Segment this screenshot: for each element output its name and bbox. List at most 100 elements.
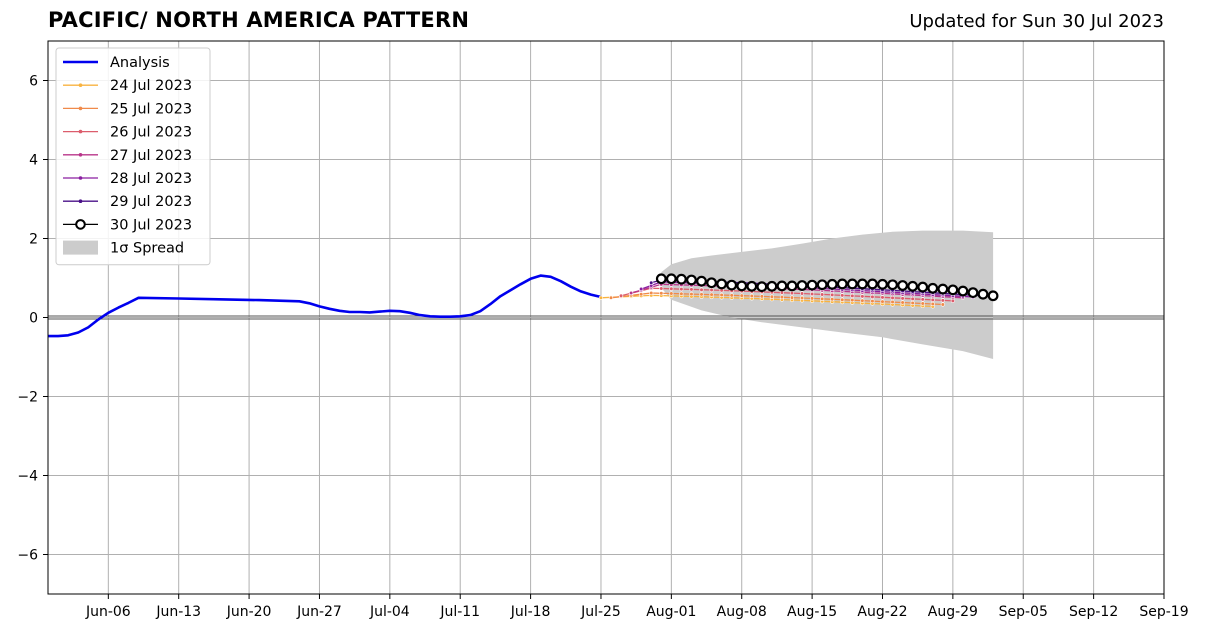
series-point <box>820 292 825 297</box>
zero-line <box>48 315 1164 320</box>
series-point <box>836 278 848 290</box>
series-point <box>860 294 865 299</box>
y-axis: −6 −4 −2 0 2 4 6 <box>17 74 48 564</box>
series-point <box>699 287 704 292</box>
series-line <box>600 294 933 308</box>
series-point <box>759 294 764 299</box>
series-point <box>810 291 815 297</box>
y-tick-label: −6 <box>17 548 38 564</box>
series-point <box>779 295 785 300</box>
series-point <box>850 298 855 303</box>
series-point <box>709 287 714 293</box>
series-point <box>756 281 768 293</box>
series-point <box>890 299 895 305</box>
series-point <box>655 273 667 285</box>
series-point <box>840 293 845 298</box>
series-point <box>776 280 788 292</box>
series-point <box>930 297 935 302</box>
series-point <box>679 286 684 292</box>
series-point <box>766 280 778 292</box>
series-lines <box>48 273 999 338</box>
series-point <box>799 291 805 296</box>
series-point <box>947 284 959 296</box>
series-point <box>786 280 798 292</box>
series-point <box>957 285 969 297</box>
series-point <box>867 278 878 290</box>
series-point <box>709 292 714 297</box>
chart-subtitle: Updated for Sun 30 Jul 2023 <box>909 11 1164 32</box>
series-point <box>907 280 919 292</box>
series-point <box>840 297 845 302</box>
series-point <box>649 290 654 296</box>
series-point <box>856 278 868 290</box>
series-point <box>887 279 898 291</box>
series-point <box>940 302 945 307</box>
legend-entry: 24 Jul 2023 <box>63 78 192 94</box>
series-30-jul-2023 <box>655 273 999 302</box>
legend-marker <box>78 106 83 111</box>
series-point <box>689 287 694 292</box>
legend-label: 24 Jul 2023 <box>110 78 192 94</box>
series-point <box>789 291 795 296</box>
x-tick-label: Jun-27 <box>296 604 342 620</box>
y-tick-label: 6 <box>29 74 38 90</box>
series-point <box>940 298 945 303</box>
x-tick-label: Aug-08 <box>717 604 767 620</box>
legend-entry: Analysis <box>63 55 170 71</box>
x-tick-label: Sep-12 <box>1069 604 1118 620</box>
series-point <box>639 286 644 292</box>
series-line <box>610 292 943 306</box>
legend-entry: 25 Jul 2023 <box>63 101 192 117</box>
y-tick-label: 2 <box>29 232 38 248</box>
legend-swatch <box>63 240 98 255</box>
y-tick-label: −2 <box>17 390 38 406</box>
series-point <box>719 292 724 298</box>
series-point <box>749 293 754 299</box>
legend-label: 30 Jul 2023 <box>110 217 192 233</box>
legend-entry: 28 Jul 2023 <box>63 171 192 187</box>
legend-label: 25 Jul 2023 <box>110 101 192 117</box>
series-point <box>830 297 835 302</box>
series-point <box>739 293 744 298</box>
series-point <box>937 283 949 295</box>
series-point <box>820 296 825 301</box>
series-point <box>736 280 748 292</box>
series-line <box>620 287 953 302</box>
series-point <box>716 278 728 290</box>
series-point <box>659 286 664 291</box>
x-axis: Jun-06 Jun-13 Jun-20 Jun-27 Jul-04 Jul-11 Jul-… <box>85 594 1189 620</box>
legend-label: 27 Jul 2023 <box>110 148 192 164</box>
series-point <box>846 278 858 290</box>
x-tick-label: Aug-01 <box>646 604 696 620</box>
series-point <box>729 293 734 298</box>
series-point <box>669 286 674 291</box>
series-point <box>880 299 885 304</box>
series-point <box>900 296 905 301</box>
x-tick-label: Jul-25 <box>580 604 621 620</box>
series-analysis <box>48 274 602 338</box>
series-point <box>870 299 875 304</box>
x-tick-label: Aug-15 <box>787 604 837 620</box>
series-point <box>639 292 644 297</box>
legend-marker <box>78 199 83 203</box>
y-tick-label: −4 <box>17 469 38 485</box>
series-point <box>920 301 925 306</box>
series-point <box>870 294 875 299</box>
chart-title: PACIFIC/ NORTH AMERICA PATTERN <box>48 8 470 32</box>
series-point <box>629 290 634 296</box>
series-line <box>48 274 602 338</box>
series-point <box>816 279 828 291</box>
series-point <box>598 295 604 300</box>
legend-label: Analysis <box>110 55 170 71</box>
series-point <box>769 294 774 299</box>
y-tick-label: 0 <box>29 311 38 327</box>
x-tick-label: Jun-13 <box>155 604 201 620</box>
series-point <box>890 295 895 300</box>
series-point <box>850 293 855 298</box>
legend-label: 29 Jul 2023 <box>110 194 192 210</box>
x-tick-label: Sep-19 <box>1139 604 1188 620</box>
legend-label: 26 Jul 2023 <box>110 125 192 141</box>
x-tick-label: Jul-11 <box>439 604 480 620</box>
x-tick-label: Aug-29 <box>928 604 978 620</box>
